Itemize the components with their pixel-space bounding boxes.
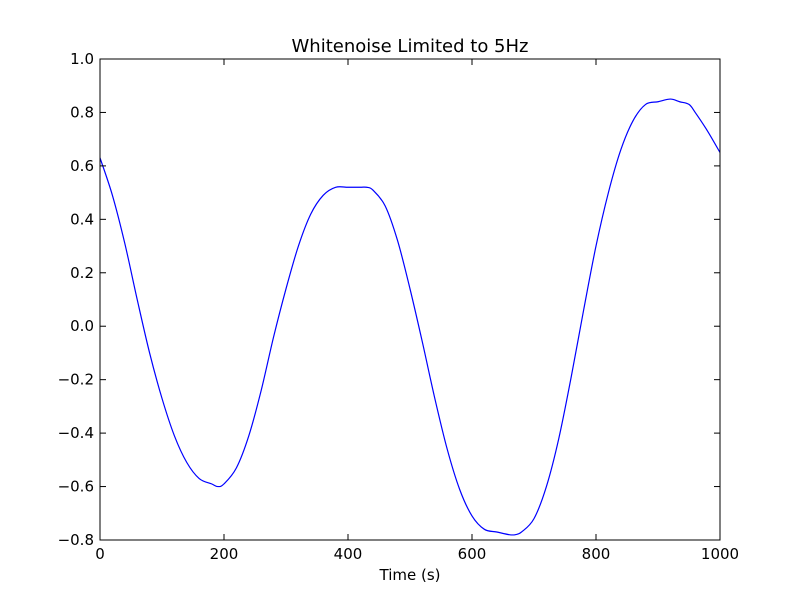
series-layer bbox=[99, 98, 721, 536]
y-tick-label: 0.4 bbox=[70, 210, 94, 228]
y-tick-label: −0.2 bbox=[58, 371, 94, 389]
y-axis: −0.8 −0.6 −0.4 −0.2 0.0 0.2 0.4 0.6 0.8 1.0 bbox=[58, 50, 720, 549]
x-axis-label: Time (s) bbox=[379, 566, 441, 584]
x-axis: 0 200 400 600 800 1000 bbox=[95, 59, 739, 563]
y-tick-label: 0.0 bbox=[70, 317, 94, 335]
x-tick-label: 1000 bbox=[701, 545, 739, 563]
x-tick-label: 200 bbox=[210, 545, 239, 563]
plot-frame bbox=[99, 58, 721, 541]
y-tick-label: 0.8 bbox=[70, 103, 94, 121]
y-tick-label: 0.6 bbox=[70, 157, 94, 175]
x-tick-label: 0 bbox=[95, 545, 105, 563]
x-tick-label: 400 bbox=[334, 545, 363, 563]
y-tick-label: 0.2 bbox=[70, 264, 94, 282]
chart-title: Whitenoise Limited to 5Hz bbox=[291, 36, 528, 57]
y-tick-label: −0.6 bbox=[58, 478, 94, 496]
x-tick-label: 600 bbox=[458, 545, 487, 563]
y-tick-label: 1.0 bbox=[70, 50, 94, 68]
y-tick-label: −0.8 bbox=[58, 531, 94, 549]
x-tick-label: 800 bbox=[582, 545, 611, 563]
y-tick-label: −0.4 bbox=[58, 424, 94, 442]
series-line bbox=[99, 98, 721, 536]
